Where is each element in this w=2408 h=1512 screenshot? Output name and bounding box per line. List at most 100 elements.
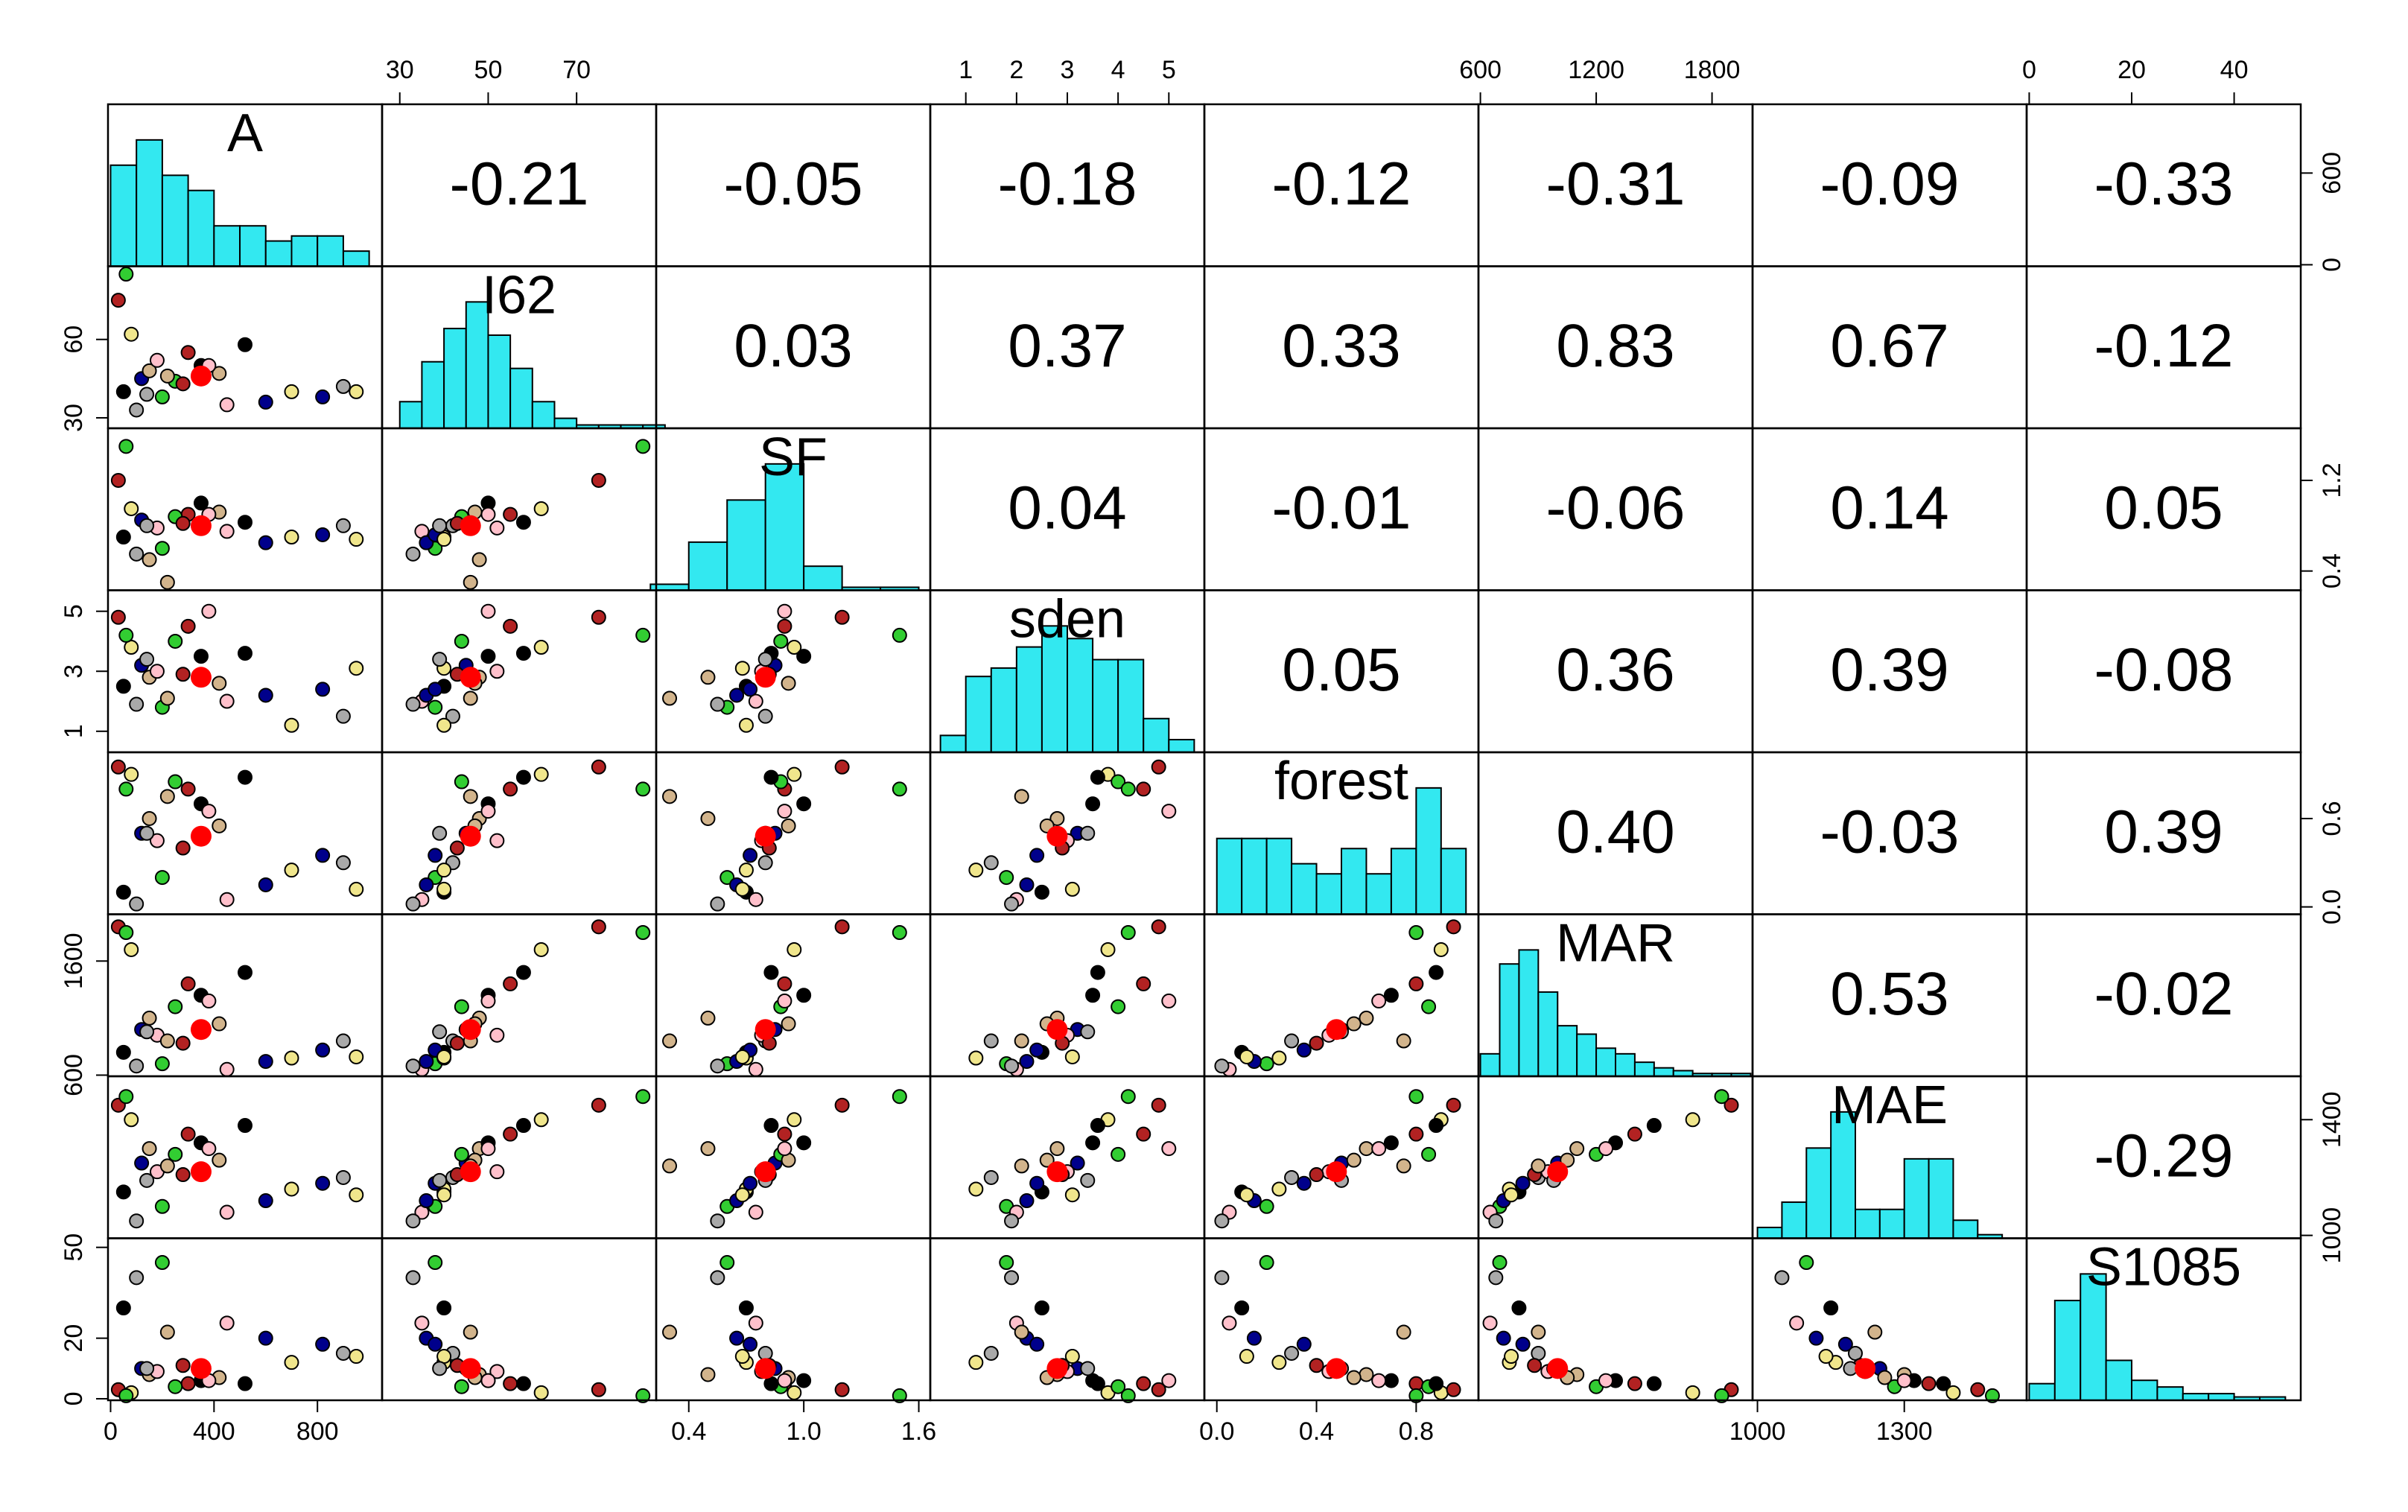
scatter-point [533,501,549,516]
scatter-point [405,896,421,912]
scatter-point [968,1181,984,1197]
hist-bar [1576,1033,1598,1077]
scatter-point [1004,1058,1020,1074]
scatter-point [115,679,131,694]
scatter-point [118,1388,134,1403]
scatter-point [591,1097,606,1113]
scatter-point [1259,1198,1274,1214]
scatter-point [1136,1376,1151,1391]
correlation-label: 0.33 [1282,312,1401,380]
scatter-point [428,848,443,863]
y-tick-label: 60 [60,325,88,354]
scatter-point [1019,877,1035,892]
scatter-point [1515,1175,1531,1191]
scatter-point [335,1345,351,1361]
scatter-point [193,495,209,511]
scatter-panel [405,603,651,733]
scatter-point [489,664,505,679]
scatter-point [1488,1213,1504,1229]
scatter-point [1014,1324,1029,1340]
scatter-panel [662,603,907,733]
scatter-point [1346,1370,1362,1385]
scatter-point [463,574,478,590]
y-tick-label: 30 [60,404,88,432]
scatter-point [983,1033,999,1049]
scatter-point [700,670,716,685]
scatter-point [284,384,299,399]
scatter-point [734,661,750,676]
scatter-point [700,1367,716,1382]
scatter-point [591,472,606,488]
x-tick-label: 1200 [1568,56,1624,84]
hist-bar [2131,1379,2158,1401]
x-tick-label: 1.0 [787,1417,822,1446]
scatter-point [1284,1169,1300,1185]
scatter-point [777,1373,792,1388]
scatter-point [139,1361,155,1376]
mean-point [460,515,481,536]
scatter-point [454,633,469,649]
scatter-point [1985,1388,2000,1403]
scatter-point [729,1330,745,1346]
scatter-point [124,326,139,342]
scatter-point [175,1035,191,1051]
scatter-point [139,652,155,667]
scatter-point [454,1379,469,1394]
scatter-panel [968,759,1177,912]
mean-point [190,1161,212,1183]
hist-bar [1537,991,1559,1078]
scatter-point [1531,1345,1546,1361]
scatter-point [201,603,217,619]
scatter-point [743,1175,758,1191]
hist-bar [764,463,805,591]
scatter-point [489,520,505,536]
scatter-point [139,387,155,402]
hist-bar [1518,949,1540,1077]
x-tick-label: 0 [104,1417,118,1446]
scatter-point [335,1169,351,1185]
variable-name: A [227,104,263,163]
scatter-point [1429,1376,1444,1391]
scatter-panel [110,1089,364,1229]
scatter-point [149,352,165,368]
scatter-panel [405,1255,651,1403]
scatter-point [115,384,131,399]
scatter-point [1246,1330,1262,1346]
scatter-point [284,1050,299,1066]
scatter-point [428,1255,443,1271]
scatter-panel [405,919,651,1077]
scatter-point [892,925,907,941]
scatter-point [1029,1042,1045,1058]
variable-name: MAR [1556,914,1675,973]
scatter-point [968,1355,984,1370]
correlation-label: 0.36 [1556,636,1675,704]
scatter-point [1136,781,1151,797]
correlation-label: -0.31 [1546,150,1686,217]
scatter-point [834,759,850,775]
x-tick-label: 1000 [1729,1417,1786,1446]
hist-bar [1756,1226,1783,1239]
scatter-point [748,892,763,907]
scatter-point [700,810,716,826]
scatter-point [180,976,196,991]
scatter-point [1214,1270,1230,1286]
scatter-point [480,603,496,619]
scatter-point [134,1155,150,1171]
scatter-point [1004,1213,1020,1229]
scatter-point [1271,1355,1287,1370]
mean-point [1046,1019,1068,1041]
scatter-panel [405,1089,651,1229]
scatter-point [968,1050,984,1066]
scatter-point [168,1146,183,1162]
scatter-panel [110,919,364,1077]
scatter-panel [1482,1089,1739,1229]
scatter-point [159,690,175,706]
y-tick-label: 0 [2318,258,2346,272]
scatter-point [1646,1376,1662,1391]
scatter-point [142,1141,157,1157]
x-tick-label: 3 [1061,56,1075,84]
scatter-point [1004,896,1020,912]
scatter-point [349,1187,364,1203]
scatter-point [149,833,165,848]
scatter-point [763,965,779,980]
